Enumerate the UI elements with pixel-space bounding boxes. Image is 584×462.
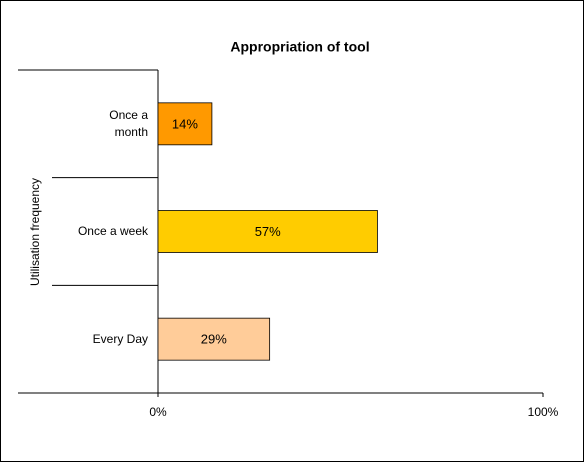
y-tick-label: Every Day xyxy=(92,331,148,346)
data-label: 57% xyxy=(255,224,281,239)
y-tick-label: Once a month xyxy=(109,107,148,139)
x-tick-label: 100% xyxy=(528,405,559,419)
data-label: 29% xyxy=(201,332,227,347)
x-tick-label: 0% xyxy=(149,405,167,419)
bar xyxy=(157,210,378,253)
bar xyxy=(157,317,271,361)
y-axis-label: Utilisation frequency xyxy=(28,178,42,286)
bar xyxy=(157,102,213,146)
data-label: 14% xyxy=(172,116,198,131)
y-tick-label: Once a week xyxy=(77,224,148,238)
chart-title: Appropriation of tool xyxy=(230,39,369,55)
